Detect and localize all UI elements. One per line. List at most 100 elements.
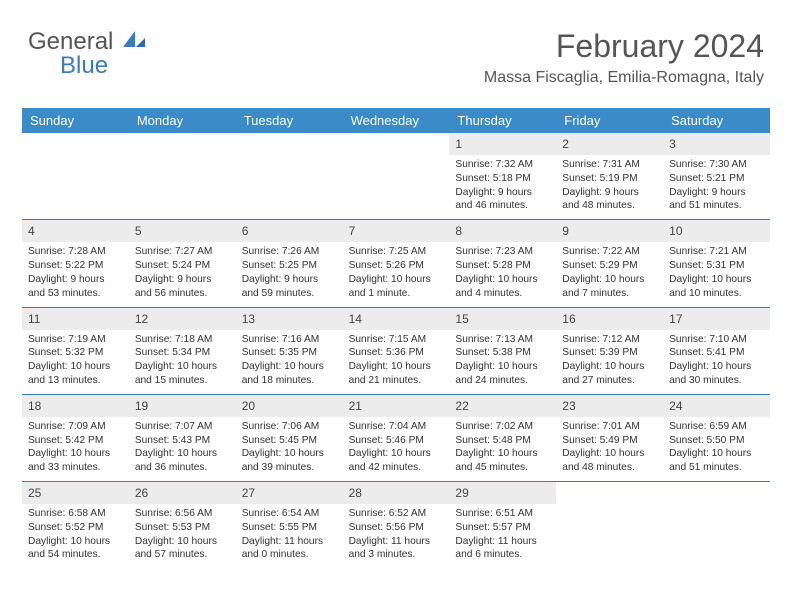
day-number: 1 [449, 133, 556, 155]
sunset-line: Sunset: 5:22 PM [28, 259, 123, 273]
sunset-line: Sunset: 5:38 PM [455, 346, 550, 360]
weekday-header-sunday: Sunday [22, 108, 129, 133]
daylight-line: Daylight: 10 hours and 45 minutes. [455, 447, 550, 475]
weekday-header-saturday: Saturday [663, 108, 770, 133]
calendar-week: 4Sunrise: 7:28 AMSunset: 5:22 PMDaylight… [22, 219, 770, 306]
sunset-line: Sunset: 5:32 PM [28, 346, 123, 360]
calendar-day-20: 20Sunrise: 7:06 AMSunset: 5:45 PMDayligh… [236, 395, 343, 481]
calendar-day-8: 8Sunrise: 7:23 AMSunset: 5:28 PMDaylight… [449, 220, 556, 306]
day-number: 25 [22, 482, 129, 504]
daylight-line: Daylight: 11 hours and 6 minutes. [455, 535, 550, 563]
day-number: 14 [343, 308, 450, 330]
calendar-day-29: 29Sunrise: 6:51 AMSunset: 5:57 PMDayligh… [449, 482, 556, 568]
calendar-day-10: 10Sunrise: 7:21 AMSunset: 5:31 PMDayligh… [663, 220, 770, 306]
sunset-line: Sunset: 5:21 PM [669, 172, 764, 186]
day-number: 16 [556, 308, 663, 330]
sunrise-line: Sunrise: 6:54 AM [242, 507, 337, 521]
sunrise-line: Sunrise: 6:51 AM [455, 507, 550, 521]
sunrise-line: Sunrise: 7:16 AM [242, 333, 337, 347]
calendar-day-empty [663, 482, 770, 568]
day-number: 12 [129, 308, 236, 330]
daylight-line: Daylight: 10 hours and 54 minutes. [28, 535, 123, 563]
day-number: 15 [449, 308, 556, 330]
daylight-line: Daylight: 9 hours and 48 minutes. [562, 186, 657, 214]
sunset-line: Sunset: 5:46 PM [349, 434, 444, 448]
sunrise-line: Sunrise: 7:23 AM [455, 245, 550, 259]
day-number: 9 [556, 220, 663, 242]
day-number: 10 [663, 220, 770, 242]
day-number: 24 [663, 395, 770, 417]
daylight-line: Daylight: 10 hours and 7 minutes. [562, 273, 657, 301]
daylight-line: Daylight: 10 hours and 15 minutes. [135, 360, 230, 388]
sunrise-line: Sunrise: 7:25 AM [349, 245, 444, 259]
sunset-line: Sunset: 5:43 PM [135, 434, 230, 448]
calendar-day-1: 1Sunrise: 7:32 AMSunset: 5:18 PMDaylight… [449, 133, 556, 219]
daylight-line: Daylight: 11 hours and 0 minutes. [242, 535, 337, 563]
daylight-line: Daylight: 10 hours and 36 minutes. [135, 447, 230, 475]
daylight-line: Daylight: 9 hours and 53 minutes. [28, 273, 123, 301]
weekday-header-thursday: Thursday [449, 108, 556, 133]
calendar-week: 1Sunrise: 7:32 AMSunset: 5:18 PMDaylight… [22, 133, 770, 219]
sunset-line: Sunset: 5:41 PM [669, 346, 764, 360]
calendar-day-empty [22, 133, 129, 219]
weekday-header-wednesday: Wednesday [343, 108, 450, 133]
day-number: 6 [236, 220, 343, 242]
calendar: SundayMondayTuesdayWednesdayThursdayFrid… [22, 108, 770, 568]
sunrise-line: Sunrise: 7:02 AM [455, 420, 550, 434]
calendar-day-18: 18Sunrise: 7:09 AMSunset: 5:42 PMDayligh… [22, 395, 129, 481]
sunrise-line: Sunrise: 7:13 AM [455, 333, 550, 347]
calendar-week: 11 Sunrise: 7:19 AMSunset: 5:32 PM Dayligh… [22, 307, 770, 394]
day-number: 7 [343, 220, 450, 242]
day-number: 17 [663, 308, 770, 330]
daylight-line: Daylight: 10 hours and 42 minutes. [349, 447, 444, 475]
day-number: 23 [556, 395, 663, 417]
sunset-line: Sunset: 5:35 PM [242, 346, 337, 360]
day-number: 26 [129, 482, 236, 504]
calendar-day-empty [236, 133, 343, 219]
daylight-line: Daylight: 9 hours and 56 minutes. [135, 273, 230, 301]
weekday-header-row: SundayMondayTuesdayWednesdayThursdayFrid… [22, 108, 770, 133]
sunrise-line: Sunrise: 7:10 AM [669, 333, 764, 347]
calendar-day-17: 17Sunrise: 7:10 AMSunset: 5:41 PMDayligh… [663, 308, 770, 394]
page-header: February 2024 Massa Fiscaglia, Emilia-Ro… [484, 28, 764, 87]
calendar-day-22: 22Sunrise: 7:02 AMSunset: 5:48 PMDayligh… [449, 395, 556, 481]
calendar-day-13: 13Sunrise: 7:16 AMSunset: 5:35 PMDayligh… [236, 308, 343, 394]
calendar-day-11: 11Sunrise: 7:19 AMSunset: 5:32 PMDayligh… [22, 308, 129, 394]
sunset-line: Sunset: 5:56 PM [349, 521, 444, 535]
daylight-line: Daylight: 10 hours and 21 minutes. [349, 360, 444, 388]
weekday-header-friday: Friday [556, 108, 663, 133]
calendar-day-19: 19Sunrise: 7:07 AMSunset: 5:43 PMDayligh… [129, 395, 236, 481]
day-number: 18 [22, 395, 129, 417]
calendar-day-7: 7Sunrise: 7:25 AMSunset: 5:26 PMDaylight… [343, 220, 450, 306]
sunset-line: Sunset: 5:29 PM [562, 259, 657, 273]
day-number: 20 [236, 395, 343, 417]
sunrise-line: Sunrise: 7:32 AM [455, 158, 550, 172]
sunset-line: Sunset: 5:36 PM [349, 346, 444, 360]
day-number: 2 [556, 133, 663, 155]
location-subtitle: Massa Fiscaglia, Emilia-Romagna, Italy [484, 69, 764, 87]
weekday-header-monday: Monday [129, 108, 236, 133]
daylight-line: Daylight: 10 hours and 18 minutes. [242, 360, 337, 388]
daylight-line: Daylight: 9 hours and 59 minutes. [242, 273, 337, 301]
sunset-line: Sunset: 5:42 PM [28, 434, 123, 448]
month-title: February 2024 [484, 28, 764, 65]
calendar-day-5: 5Sunrise: 7:27 AMSunset: 5:24 PMDaylight… [129, 220, 236, 306]
day-number: 8 [449, 220, 556, 242]
calendar-week: 18Sunrise: 7:09 AMSunset: 5:42 PMDayligh… [22, 394, 770, 481]
sunrise-line: Sunrise: 7:06 AM [242, 420, 337, 434]
sunset-line: Sunset: 5:24 PM [135, 259, 230, 273]
sunrise-line: Sunrise: 7:04 AM [349, 420, 444, 434]
calendar-day-26: 26Sunrise: 6:56 AMSunset: 5:53 PMDayligh… [129, 482, 236, 568]
sunset-line: Sunset: 5:28 PM [455, 259, 550, 273]
sunrise-line: Sunrise: 7:19 AM [28, 333, 123, 347]
day-number: 11 [22, 308, 129, 330]
daylight-line: Daylight: 10 hours and 27 minutes. [562, 360, 657, 388]
daylight-line: Daylight: 10 hours and 33 minutes. [28, 447, 123, 475]
daylight-line: Daylight: 10 hours and 10 minutes. [669, 273, 764, 301]
sunrise-line: Sunrise: 7:22 AM [562, 245, 657, 259]
sunrise-line: Sunrise: 7:18 AM [135, 333, 230, 347]
day-number: 21 [343, 395, 450, 417]
calendar-grid: 1Sunrise: 7:32 AMSunset: 5:18 PMDaylight… [22, 133, 770, 568]
daylight-line: Daylight: 10 hours and 24 minutes. [455, 360, 550, 388]
calendar-day-2: 2Sunrise: 7:31 AMSunset: 5:19 PMDaylight… [556, 133, 663, 219]
